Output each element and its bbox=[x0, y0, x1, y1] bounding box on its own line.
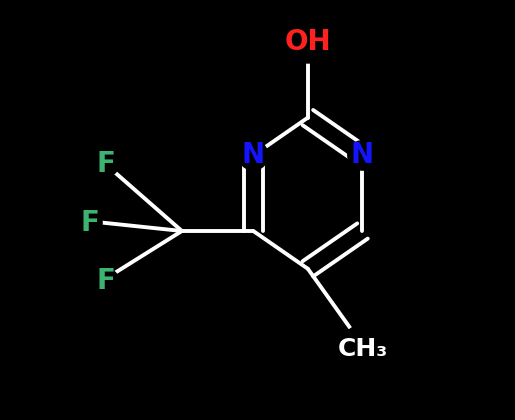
Text: CH₃: CH₃ bbox=[337, 336, 388, 361]
Text: F: F bbox=[80, 209, 99, 236]
Circle shape bbox=[348, 141, 377, 170]
Text: F: F bbox=[97, 150, 116, 178]
Circle shape bbox=[287, 21, 329, 63]
Text: N: N bbox=[242, 142, 265, 169]
Circle shape bbox=[238, 141, 268, 170]
Text: OH: OH bbox=[285, 28, 331, 56]
Circle shape bbox=[339, 326, 386, 372]
Text: N: N bbox=[351, 142, 374, 169]
Circle shape bbox=[77, 210, 102, 235]
Text: F: F bbox=[97, 268, 116, 295]
Circle shape bbox=[94, 151, 119, 176]
Circle shape bbox=[94, 269, 119, 294]
